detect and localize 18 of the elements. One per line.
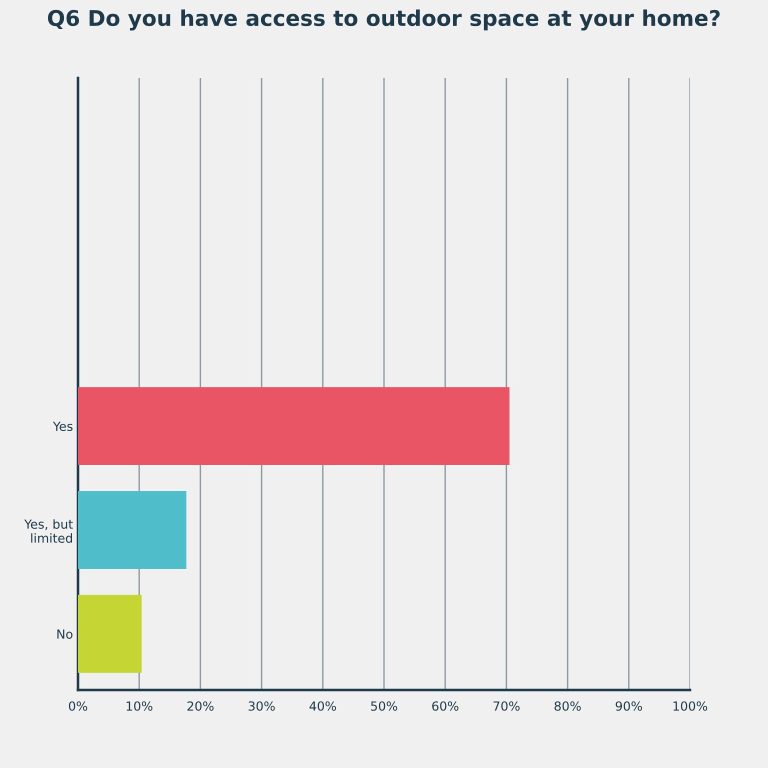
y-tick-label: No <box>57 630 72 639</box>
bar <box>78 491 186 569</box>
x-tick-label: 50% <box>371 701 398 711</box>
y-tick-label: Yes, but limited <box>24 519 73 543</box>
x-tick-label: 10% <box>126 701 152 711</box>
x-tick-label: 60% <box>432 701 458 711</box>
y-tick-label: Yes <box>52 422 73 432</box>
x-tick-label: 40% <box>310 701 336 711</box>
x-tick-label: 80% <box>554 701 581 711</box>
x-tick-label: 30% <box>248 701 275 711</box>
bar <box>78 594 142 673</box>
x-tick-label: 20% <box>187 701 214 711</box>
bar <box>78 387 510 466</box>
x-tick-label: 70% <box>494 701 520 711</box>
x-tick-label: 90% <box>616 701 642 711</box>
x-tick-label: 0% <box>68 701 88 711</box>
chart-title: Q6 Do you have access to outdoor space at your home? <box>48 10 720 30</box>
x-tick-label: 100% <box>674 701 708 711</box>
